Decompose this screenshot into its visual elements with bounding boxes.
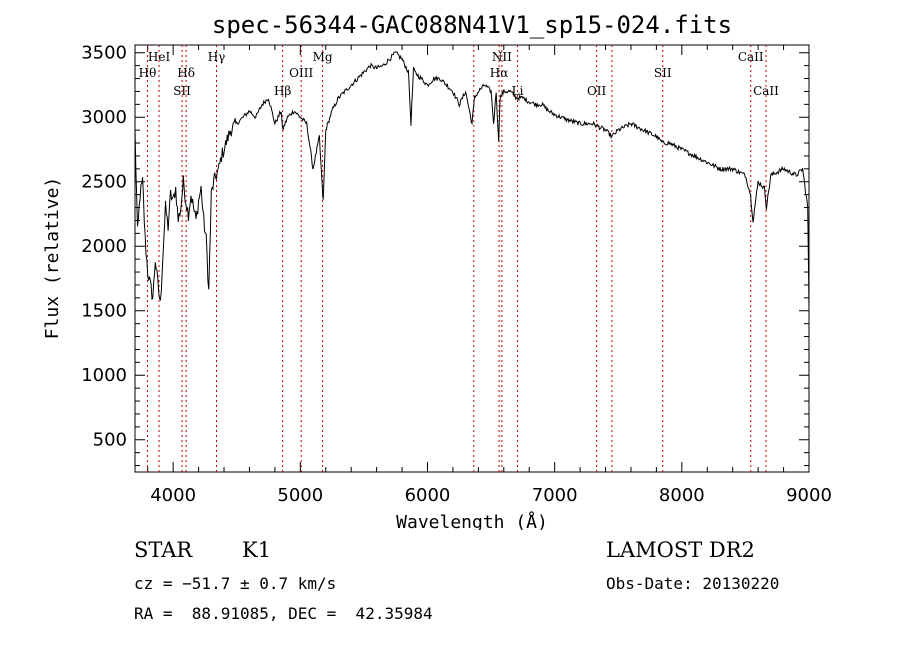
spectral-line-label: Hβ <box>274 84 291 98</box>
spectral-line-label: NII <box>492 50 512 64</box>
x-tick-label: 9000 <box>786 485 832 506</box>
spectral-line-label: Hδ <box>177 66 195 80</box>
spectral-line-label: CaII <box>753 84 779 98</box>
coordinates-text: RA = 88.91085, DEC = 42.35984 <box>134 604 433 623</box>
x-axis-label: Wavelength (Å) <box>396 511 548 530</box>
y-tick-label: 3500 <box>81 43 127 64</box>
y-tick-label: 1500 <box>81 301 127 322</box>
object-subclass: K1 <box>242 538 272 562</box>
axis-ticks: 4000 5000 6000 7000 8000 9000 500 1000 1500 2000 2… <box>81 43 832 506</box>
spectral-line-label: Li <box>512 84 524 98</box>
x-tick-label: 4000 <box>150 485 196 506</box>
survey-name: LAMOST DR2 <box>606 538 755 562</box>
spectral-line-label: SII <box>173 84 191 98</box>
spectral-line-label: Hθ <box>139 66 157 80</box>
y-tick-label: 2500 <box>81 172 127 193</box>
x-tick-label: 5000 <box>277 485 323 506</box>
plot-frame <box>134 44 810 473</box>
x-tick-label: 6000 <box>405 485 451 506</box>
chart-title: spec-56344-GAC088N41V1_sp15-024.fits <box>212 11 732 39</box>
spectral-line-label: Hα <box>490 66 509 80</box>
spectral-line-label: OII <box>587 84 607 98</box>
x-tick-label: 8000 <box>659 485 705 506</box>
redshift-text: cz = −51.7 ± 0.7 km/s <box>134 574 337 593</box>
y-axis-label: Flux (relative) <box>42 177 63 340</box>
spectral-line-label: CaII <box>738 50 764 64</box>
spectral-line-label: SII <box>654 66 672 80</box>
spectral-line-label: OIII <box>289 66 313 80</box>
spectrum-chart: spec-56344-GAC088N41V1_sp15-024.fits 400… <box>42 11 832 530</box>
y-tick-label: 500 <box>93 430 127 451</box>
y-tick-label: 1000 <box>81 365 127 386</box>
x-tick-label: 7000 <box>532 485 578 506</box>
spectral-line-label: Hγ <box>208 50 226 64</box>
object-class: STAR <box>134 538 193 562</box>
observation-date: Obs-Date: 20130220 <box>606 574 780 593</box>
spectral-line-label: HeI <box>148 50 171 64</box>
spectral-line-label: Mg <box>313 50 333 64</box>
y-tick-label: 3000 <box>81 107 127 128</box>
spectrum-series <box>134 51 810 311</box>
y-tick-label: 2000 <box>81 236 127 257</box>
